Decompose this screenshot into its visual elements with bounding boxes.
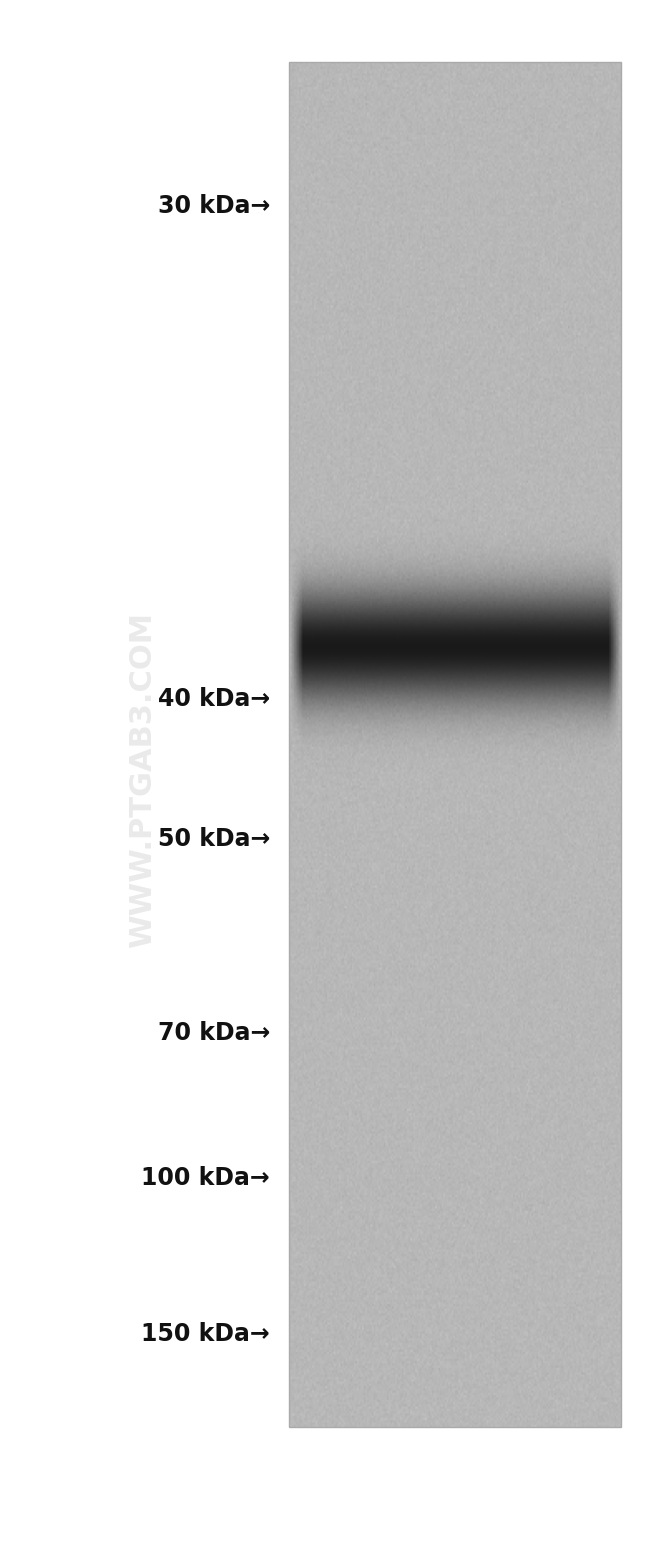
Text: 50 kDa→: 50 kDa→	[157, 827, 270, 852]
Text: 30 kDa→: 30 kDa→	[157, 193, 270, 218]
Text: 40 kDa→: 40 kDa→	[157, 686, 270, 711]
Bar	[289, 62, 621, 1427]
Text: 70 kDa→: 70 kDa→	[157, 1020, 270, 1045]
Text: 150 kDa→: 150 kDa→	[141, 1321, 270, 1346]
Text: WWW.PTGAB3.COM: WWW.PTGAB3.COM	[129, 612, 157, 948]
Text: 100 kDa→: 100 kDa→	[141, 1165, 270, 1190]
